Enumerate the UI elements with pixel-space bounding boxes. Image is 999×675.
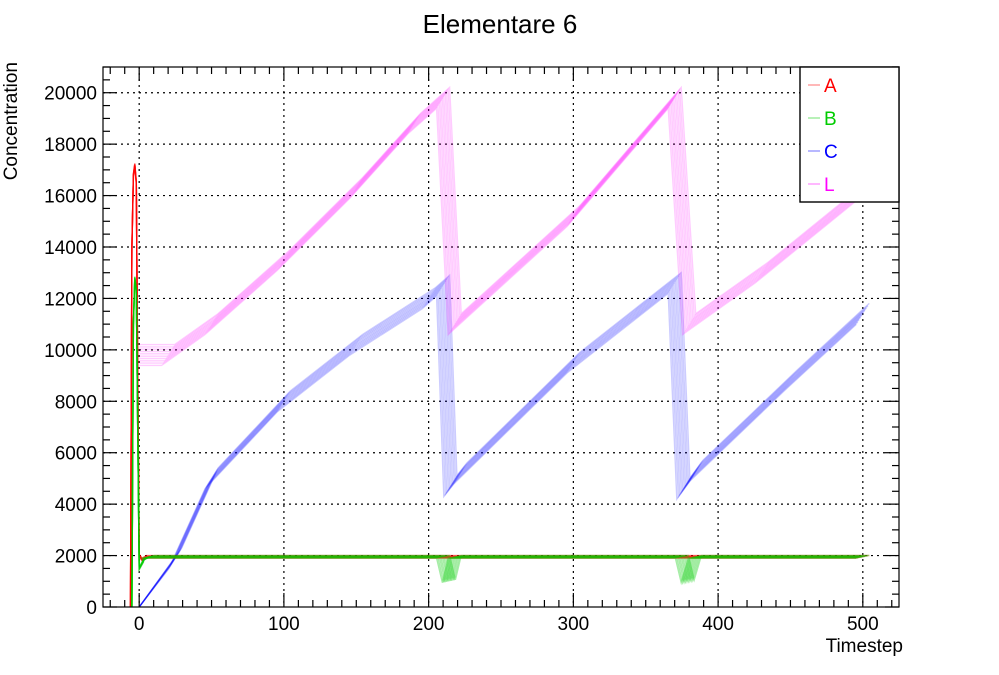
series-a-line — [129, 163, 870, 607]
series-a-line — [129, 165, 861, 607]
series-a-line — [129, 163, 868, 607]
y-tick-label: 8000 — [55, 392, 97, 413]
series-l-line — [139, 92, 866, 353]
series-l-line — [139, 101, 860, 362]
x-tick-label: 300 — [558, 614, 590, 635]
y-tick-label: 16000 — [44, 187, 97, 208]
series-a-line — [129, 164, 865, 607]
x-tick-label: 0 — [134, 614, 145, 635]
series-lines — [129, 85, 870, 607]
series-c-line — [138, 282, 863, 607]
series-c-line — [138, 271, 870, 607]
series-b-line — [131, 277, 863, 607]
series-l-line — [139, 106, 857, 367]
y-tick-label: 18000 — [44, 135, 97, 156]
series-l-line — [139, 99, 862, 360]
x-axis-title: Timestep — [826, 636, 903, 657]
x-tick-label: 100 — [268, 614, 300, 635]
series-b-line — [131, 278, 858, 607]
series-a — [129, 163, 870, 607]
series-b-line — [131, 278, 860, 607]
legend-label-l: L — [824, 175, 835, 196]
x-tick-label: 400 — [702, 614, 734, 635]
series-c-line — [138, 278, 866, 607]
legend-label-b: B — [824, 109, 837, 130]
series-b-line — [131, 278, 861, 607]
series-c-line — [138, 273, 869, 607]
legend-box — [799, 66, 900, 203]
x-tick-label: 500 — [847, 614, 879, 635]
series-b — [131, 276, 870, 607]
series-a-line — [129, 164, 863, 607]
legend-label-a: A — [824, 76, 837, 97]
y-axis-title: Concentration — [1, 62, 22, 180]
y-tick-label: 4000 — [55, 495, 97, 516]
series-l-line — [139, 97, 863, 357]
series-c-line — [138, 275, 867, 607]
series-l-line — [139, 88, 869, 348]
y-tick-label: 10000 — [44, 341, 97, 362]
x-tick-label: 200 — [413, 614, 445, 635]
series-b-line — [131, 279, 857, 607]
y-tick-label: 20000 — [44, 84, 97, 105]
series-b-line — [131, 277, 865, 607]
chart-title: Elementare 6 — [423, 9, 578, 39]
series-c — [138, 271, 870, 607]
y-tick-label: 0 — [86, 598, 97, 619]
series-c-line — [138, 287, 860, 607]
y-tick-label: 14000 — [44, 238, 97, 259]
series-l — [139, 85, 870, 367]
series-b-line — [131, 276, 870, 607]
legend-label-c: C — [824, 142, 838, 163]
series-a-line — [129, 163, 867, 607]
series-c-line — [138, 292, 857, 607]
plot-frame — [102, 66, 900, 608]
series-l-line — [139, 90, 867, 350]
series-a-line — [129, 166, 857, 607]
series-a-line — [129, 164, 864, 607]
series-c-line — [138, 289, 859, 607]
series-a-line — [129, 165, 858, 607]
y-tick-label: 2000 — [55, 547, 97, 568]
series-c-line — [138, 280, 864, 607]
series-l-line — [139, 94, 864, 355]
series-b-line — [131, 277, 864, 607]
series-c-line — [138, 285, 862, 607]
y-tick-label: 12000 — [44, 289, 97, 310]
y-tick-label: 6000 — [55, 444, 97, 465]
series-l-line — [139, 85, 870, 346]
series-b-line — [131, 276, 868, 607]
series-a-line — [129, 165, 860, 607]
grid-lines — [103, 67, 899, 607]
series-l-line — [139, 104, 859, 364]
series-b-line — [131, 277, 867, 607]
